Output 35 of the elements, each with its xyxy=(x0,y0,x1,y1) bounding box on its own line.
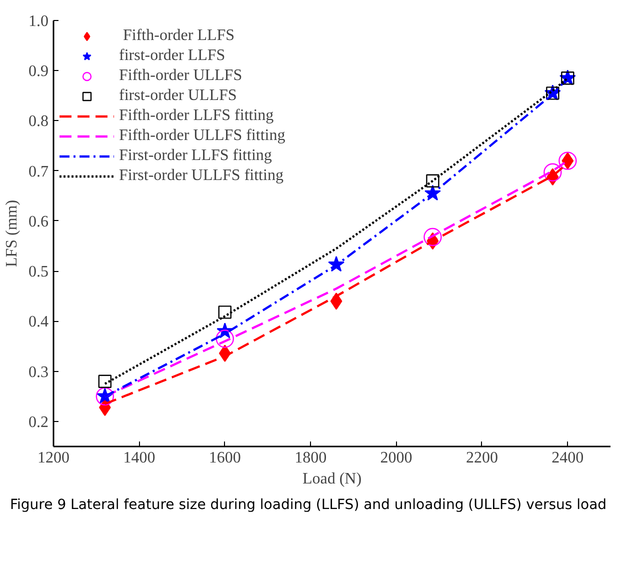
legend-label: Fifth-order LLFS fitting xyxy=(119,107,274,125)
y-tick-label: 0.8 xyxy=(28,113,48,130)
point xyxy=(424,228,442,246)
x-tick-label: 2200 xyxy=(466,450,498,466)
x-tick-label: 1800 xyxy=(294,450,327,466)
y-tick-label: 0.6 xyxy=(28,213,48,230)
x-tick-label: 2000 xyxy=(380,450,412,466)
legend-label: First-order LLFS fitting xyxy=(119,147,272,165)
legend-label: first-order LLFS xyxy=(119,47,226,65)
legend-label: First-order ULLFS fitting xyxy=(119,167,284,185)
point xyxy=(216,330,234,348)
x-axis-title: Load (N) xyxy=(302,470,362,488)
y-tick-label: 0.3 xyxy=(28,364,48,381)
point xyxy=(426,174,440,188)
caption: Figure 9 Lateral feature size during loading (LLFS) and unloading (ULLFS) versus load xyxy=(10,496,607,515)
x-tick-label: 1200 xyxy=(38,450,70,466)
x-tick-label: 1400 xyxy=(123,450,156,466)
y-tick-label: 0.4 xyxy=(28,314,48,331)
y-tick-label: 1.0 xyxy=(28,13,48,30)
point xyxy=(558,152,577,170)
point xyxy=(98,374,112,388)
point xyxy=(562,152,574,170)
y-tick-label: 0.5 xyxy=(28,264,48,281)
legend-label: first-order ULLFS xyxy=(119,87,237,105)
legend-label: Fifth-order ULLFS xyxy=(119,67,242,85)
legend-label: Fifth-order LLFS xyxy=(122,27,235,45)
y-tick-label: 0.7 xyxy=(28,163,48,180)
x-tick-label: 2400 xyxy=(552,450,584,466)
y-axis-title: LFS (mm) xyxy=(4,200,20,268)
legend-label: Fifth-order ULLFS fitting xyxy=(119,127,286,145)
y-tick-label: 0.2 xyxy=(28,414,48,431)
point xyxy=(218,306,232,319)
point xyxy=(544,163,562,182)
x-tick-label: 1600 xyxy=(208,450,241,466)
y-tick-label: 0.9 xyxy=(28,63,48,80)
